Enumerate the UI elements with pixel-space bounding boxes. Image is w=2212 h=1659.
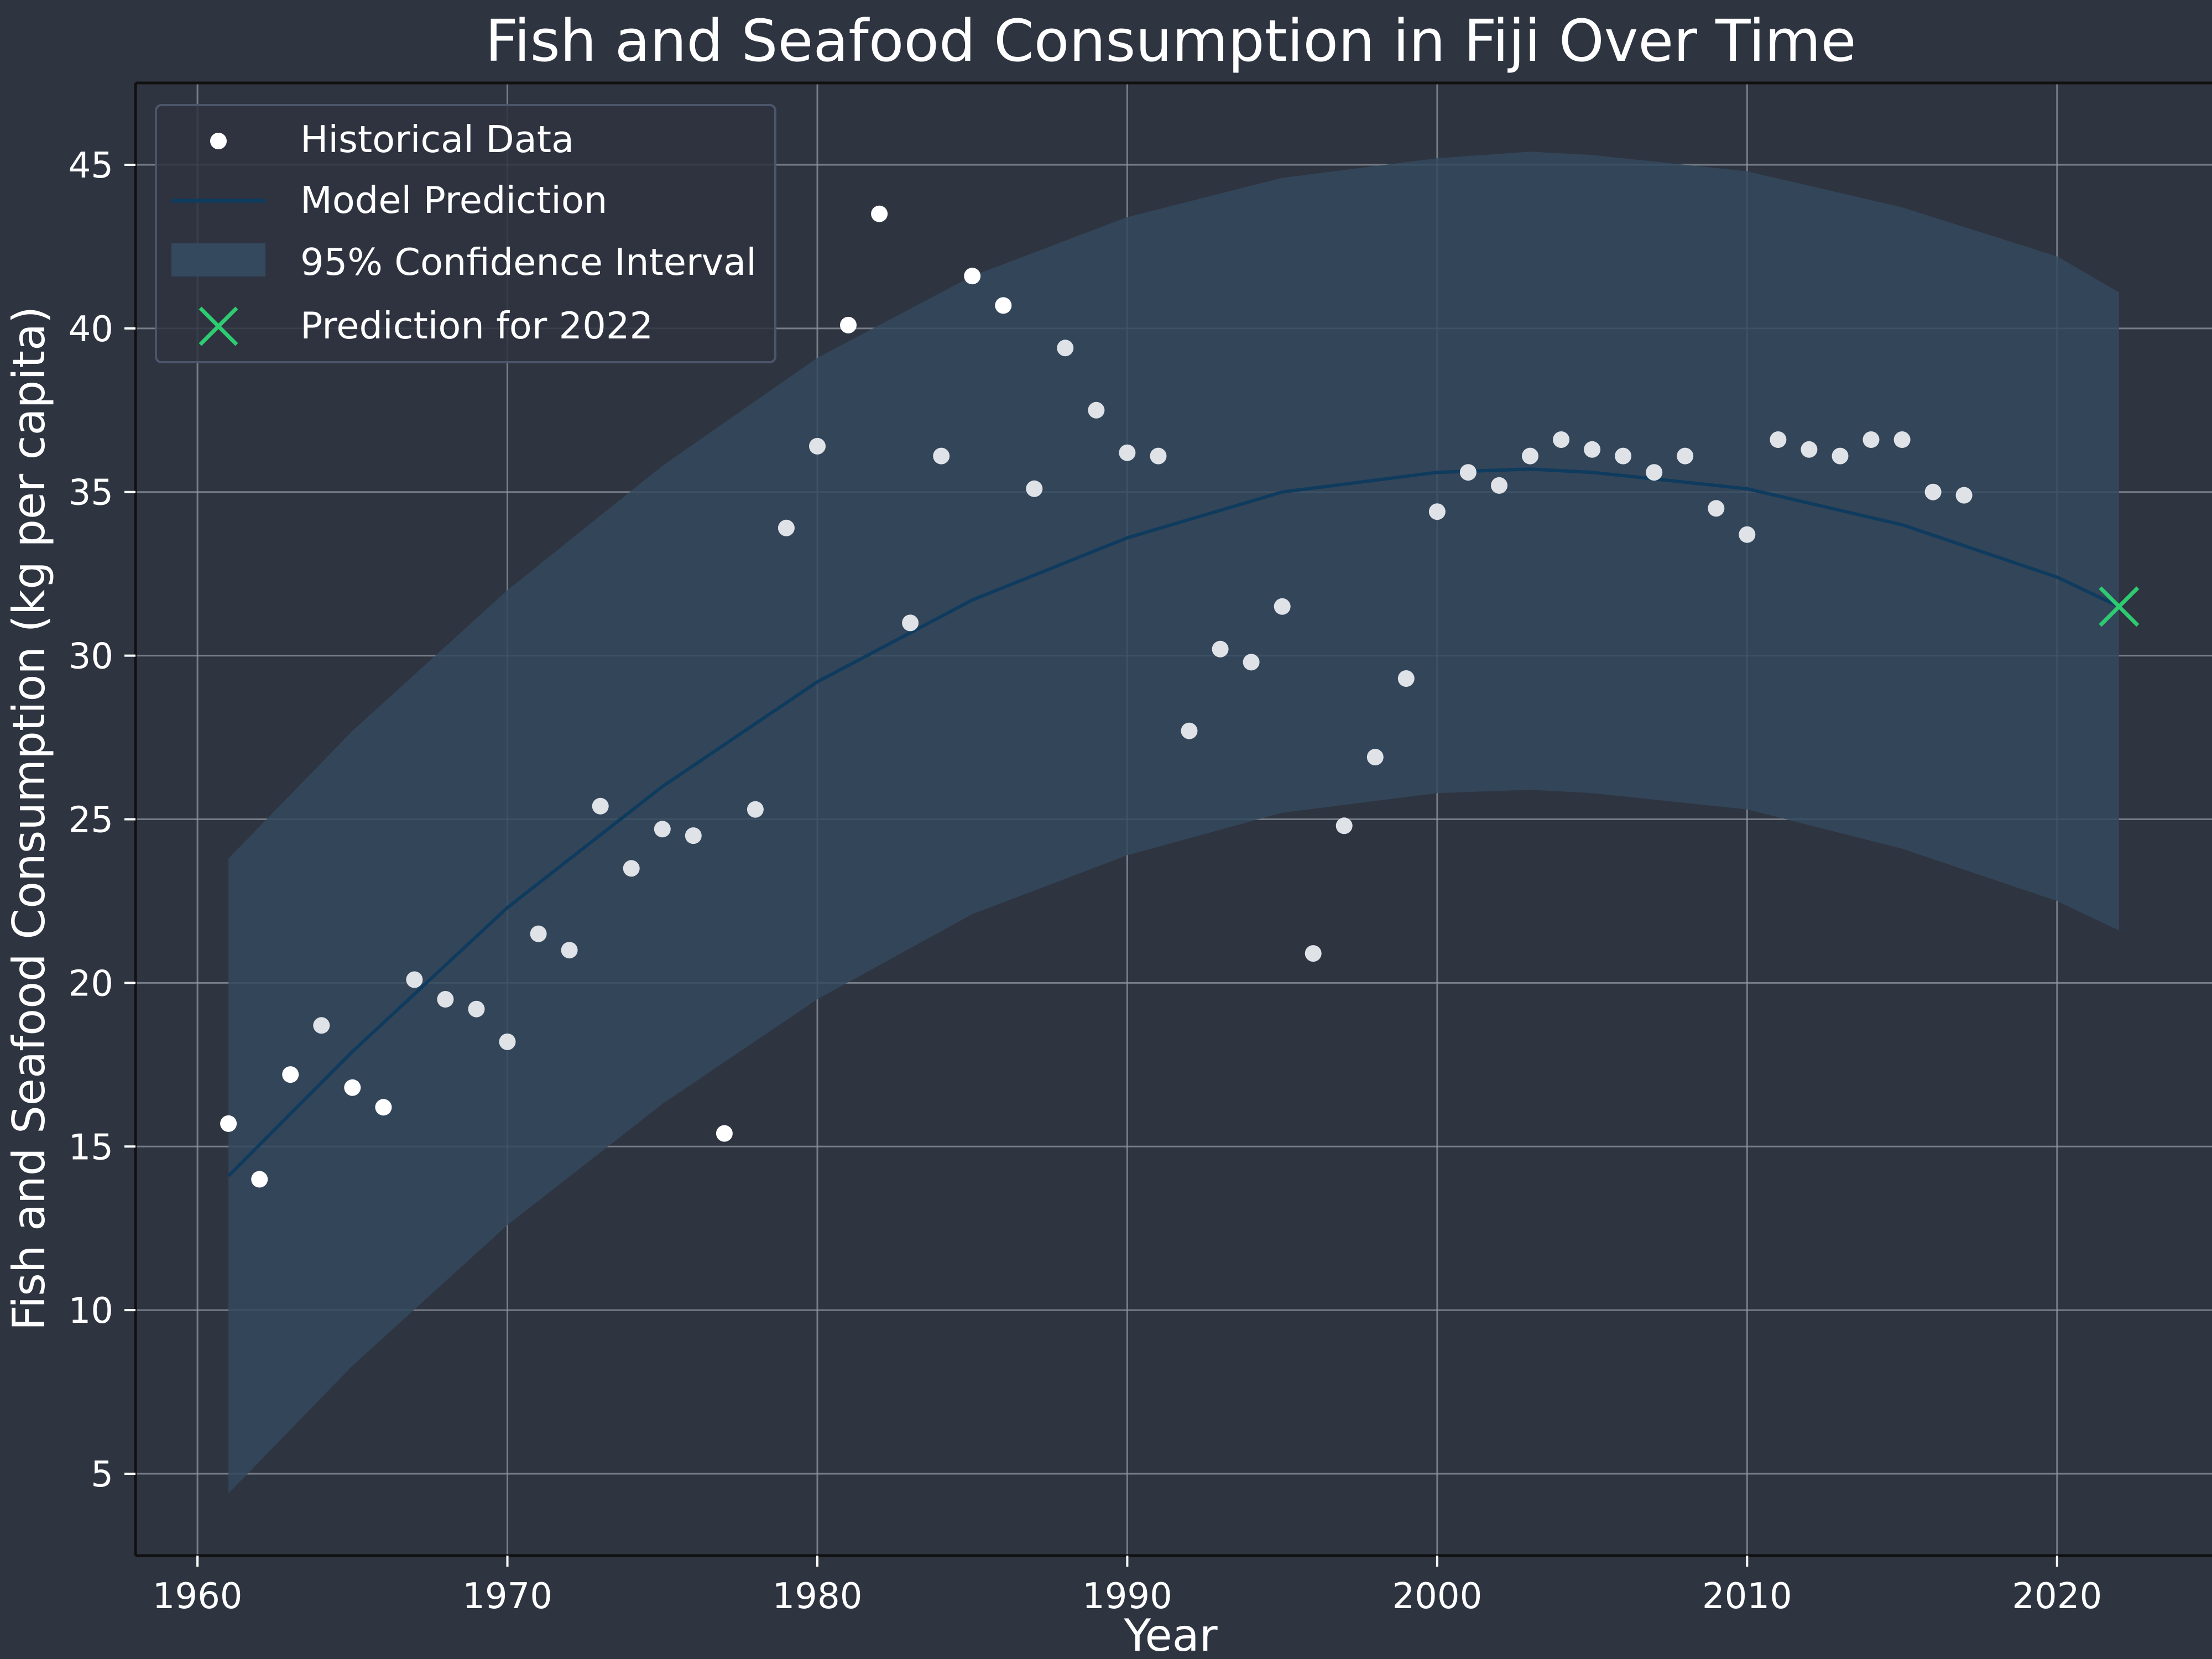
historical-data-point <box>1491 477 1507 494</box>
y-tick-label: 45 <box>69 145 113 186</box>
legend-prediction-symbol <box>199 306 238 346</box>
historical-data-point <box>251 1171 268 1188</box>
historical-data-point <box>1428 503 1446 520</box>
historical-data-point <box>1863 431 1880 448</box>
model-prediction-path <box>227 467 2120 1177</box>
historical-data-point <box>561 942 578 959</box>
historical-data-point <box>1212 640 1229 658</box>
y-tick-label: 40 <box>69 309 113 350</box>
historical-data-point <box>964 268 981 285</box>
legend-box <box>155 104 776 363</box>
historical-data-point <box>375 1099 392 1116</box>
legend-historical-symbol <box>210 133 227 149</box>
historical-data-point <box>1893 431 1911 448</box>
historical-data-point <box>1770 431 1787 448</box>
historical-data-points <box>220 205 1973 1188</box>
confidence-interval-band <box>228 152 2119 1494</box>
legend-historical-label: Historical Data <box>300 118 574 161</box>
historical-data-point <box>1553 431 1570 448</box>
historical-data-point <box>871 205 888 222</box>
historical-data-point <box>468 1000 485 1018</box>
x-tick-label: 2000 <box>1392 1576 1482 1617</box>
y-tick-label: 30 <box>69 637 113 677</box>
historical-data-point <box>623 860 640 877</box>
x-axis-label: Year <box>1123 1610 1217 1659</box>
model-prediction-line <box>227 467 2120 1177</box>
legend-prediction-label: Prediction for 2022 <box>300 304 653 347</box>
legend-model-label: Model Prediction <box>300 179 607 222</box>
x-axis-ticks: 1960 1970 1980 1990 2000 2010 2020 <box>153 1556 2102 1617</box>
historical-data-point <box>1522 447 1538 465</box>
historical-data-point <box>220 1115 237 1132</box>
historical-data-point <box>1119 444 1136 461</box>
x-tick-label: 1970 <box>462 1576 552 1617</box>
ci-band-area <box>228 152 2119 1494</box>
historical-data-point <box>840 316 857 333</box>
historical-data-point <box>1366 749 1384 766</box>
y-tick-label: 35 <box>69 473 113 514</box>
historical-data-point <box>809 437 826 455</box>
y-tick-label: 20 <box>69 963 113 1004</box>
historical-data-point <box>1801 441 1818 458</box>
y-tick-label: 10 <box>69 1291 113 1332</box>
historical-data-point <box>995 297 1012 314</box>
historical-data-point <box>1150 447 1167 465</box>
x-tick-label: 1980 <box>773 1576 863 1617</box>
x-tick-label: 1960 <box>153 1576 243 1617</box>
historical-data-point <box>1243 654 1260 671</box>
chart-title: Fish and Seafood Consumption in Fiji Ove… <box>485 7 1856 75</box>
legend-ci-symbol <box>171 243 265 276</box>
y-axis-ticks: 5 10 15 20 25 30 35 40 45 <box>69 145 135 1495</box>
historical-data-point <box>1397 670 1415 687</box>
historical-data-point <box>1088 401 1105 419</box>
historical-data-point <box>747 801 764 818</box>
prediction-marker-group <box>2099 586 2140 627</box>
legend-ci-label: 95% Confidence Interval <box>300 241 757 284</box>
prediction-2022-marker <box>2099 586 2140 627</box>
historical-data-point <box>1274 598 1291 615</box>
historical-data-point <box>1335 817 1353 834</box>
x-tick-label: 2010 <box>1702 1576 1792 1617</box>
historical-data-point <box>933 447 950 465</box>
historical-data-point <box>654 821 671 838</box>
historical-data-point <box>716 1125 733 1142</box>
prediction-x-stroke <box>2099 586 2140 627</box>
historical-data-point <box>1026 480 1043 497</box>
historical-data-point <box>778 519 795 536</box>
historical-data-point <box>592 797 609 815</box>
x-tick-label: 2020 <box>2012 1576 2102 1617</box>
y-tick-label: 15 <box>69 1127 113 1168</box>
historical-data-point <box>1057 340 1074 357</box>
historical-data-point <box>685 827 702 844</box>
y-tick-label: 25 <box>69 800 113 841</box>
historical-data-point <box>1708 500 1725 517</box>
x-tick-label: 1990 <box>1082 1576 1172 1617</box>
historical-data-point <box>1181 722 1198 739</box>
y-axis-label: Fish and Seafood Consumption (kg per cap… <box>3 306 55 1331</box>
historical-data-point <box>902 614 919 632</box>
historical-data-point <box>1646 464 1663 481</box>
historical-data-point <box>1584 441 1601 458</box>
historical-data-point <box>1924 483 1942 500</box>
historical-data-point <box>499 1033 516 1050</box>
historical-data-point <box>1955 487 1973 504</box>
historical-data-point <box>344 1079 361 1096</box>
historical-data-point <box>406 971 423 988</box>
y-tick-label: 5 <box>91 1454 113 1495</box>
historical-data-point <box>282 1066 299 1083</box>
legend: Historical Data Model Prediction 95% Con… <box>155 104 776 363</box>
historical-data-point <box>1459 464 1477 481</box>
historical-data-point <box>437 991 454 1008</box>
historical-data-point <box>530 925 547 942</box>
historical-data-point <box>1832 447 1849 465</box>
historical-data-point <box>1615 447 1632 465</box>
plot-area: 1960 1970 1980 1990 2000 2010 2020 5 10 15 20 25 30… <box>69 81 2212 1617</box>
historical-data-point <box>1305 945 1322 962</box>
historical-data-point <box>1677 447 1694 465</box>
historical-data-point <box>1739 526 1756 543</box>
historical-data-point <box>313 1017 330 1034</box>
